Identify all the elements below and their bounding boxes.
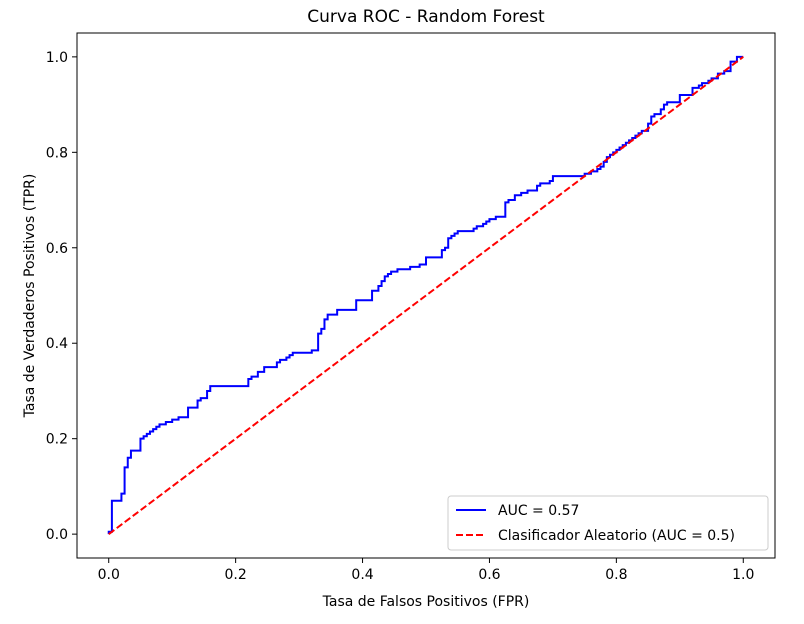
plot-lines <box>107 55 744 535</box>
x-tick-label: 0.8 <box>605 567 627 583</box>
plot-frame <box>76 32 776 559</box>
x-tick-label: 0.4 <box>351 567 373 583</box>
legend: AUC = 0.57 Clasificador Aleatorio (AUC =… <box>447 495 769 551</box>
x-tick-label: 0.2 <box>225 567 247 583</box>
y-tick-label: 0.4 <box>46 336 68 352</box>
random-classifier-line <box>108 56 744 535</box>
y-tick-label: 0.8 <box>46 145 68 161</box>
y-tick-label: 0.2 <box>46 432 68 448</box>
x-tick-label: 0.0 <box>98 567 120 583</box>
axis-ticks: 0.0 0.2 0.4 0.6 0.8 1.0 0.0 0.2 0.4 0.6 0.8 1.0 <box>46 50 755 583</box>
x-tick-label: 1.0 <box>732 567 754 583</box>
x-axis-label: Tasa de Falsos Positivos (FPR) <box>322 594 530 610</box>
legend-box <box>447 495 769 551</box>
y-tick-label: 1.0 <box>46 50 68 66</box>
y-axis-label: Tasa de Verdaderos Positivos (TPR) <box>22 174 38 419</box>
legend-label-random: Clasificador Aleatorio (AUC = 0.5) <box>498 528 735 544</box>
y-tick-label: 0.0 <box>46 527 68 543</box>
x-tick-label: 0.6 <box>478 567 500 583</box>
chart-title: Curva ROC - Random Forest <box>307 7 545 27</box>
legend-label-auc: AUC = 0.57 <box>498 503 579 519</box>
y-tick-label: 0.6 <box>46 241 68 257</box>
